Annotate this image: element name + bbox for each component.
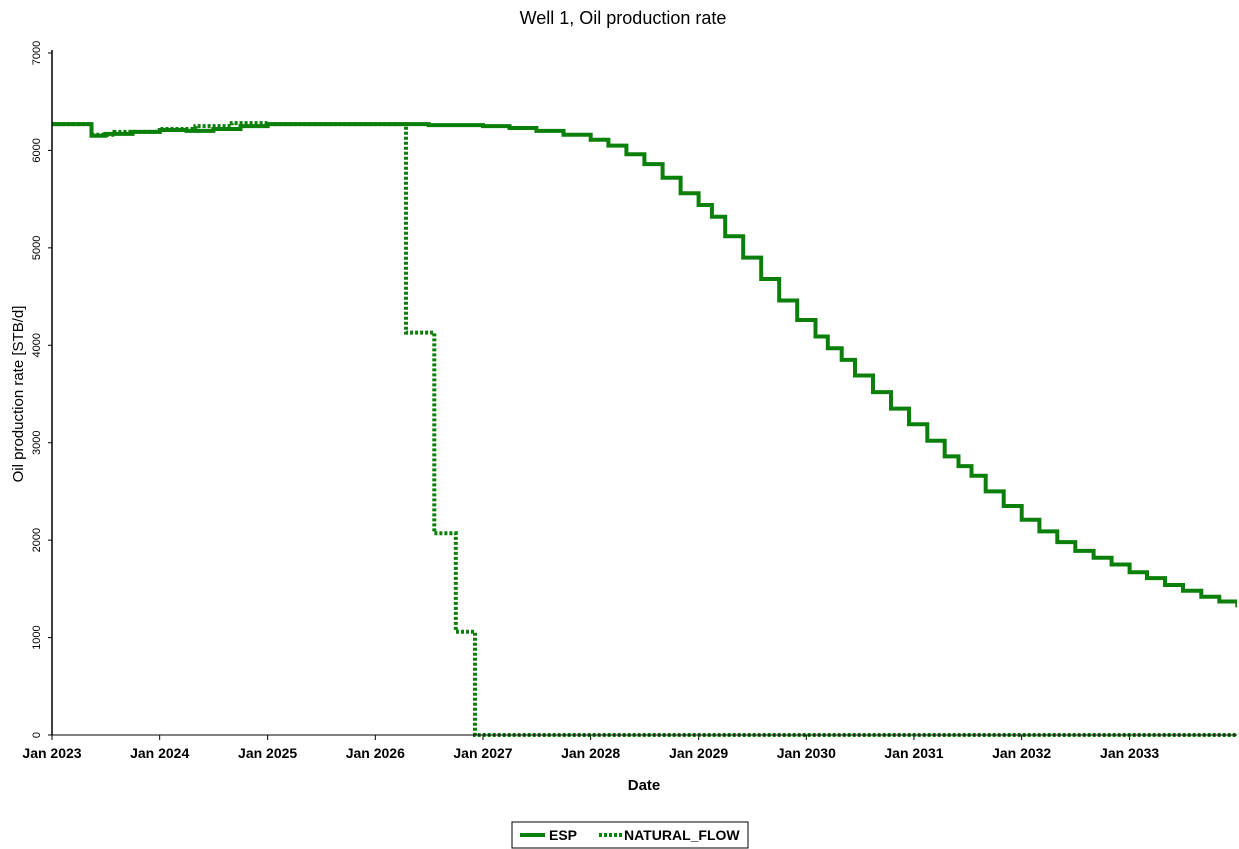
y-axis-ticks: 0 1000 2000 3000 4000 5000 6000 7000 xyxy=(31,41,52,738)
legend-natural-flow-label: NATURAL_FLOW xyxy=(624,827,740,843)
x-tick-label: Jan 2027 xyxy=(453,745,512,761)
series-line-natural-flow xyxy=(52,121,1237,737)
x-tick-label: Jan 2029 xyxy=(669,745,728,761)
legend: ESP NATURAL_FLOW xyxy=(511,821,749,849)
legend-esp-label: ESP xyxy=(549,827,577,843)
series-line-esp xyxy=(52,122,1237,629)
y-tick-label: 7000 xyxy=(31,41,43,65)
y-tick-label: 2000 xyxy=(31,528,43,552)
y-tick-label: 0 xyxy=(31,732,43,738)
x-tick-label: Jan 2031 xyxy=(884,745,943,761)
y-tick-label: 1000 xyxy=(31,625,43,649)
x-axis-label: Date xyxy=(628,777,661,794)
y-tick-label: 3000 xyxy=(31,430,43,454)
chart-title: Well 1, Oil production rate xyxy=(520,8,727,28)
x-axis-ticks: Jan 2023 Jan 2024 Jan 2025 Jan 2026 Jan 2027… xyxy=(22,735,1159,761)
y-axis-label: Oil production rate [STB/d] xyxy=(10,306,27,483)
x-tick-label: Jan 2033 xyxy=(1100,745,1159,761)
x-tick-label: Jan 2028 xyxy=(561,745,620,761)
y-tick-label: 5000 xyxy=(31,236,43,260)
x-tick-label: Jan 2023 xyxy=(22,745,81,761)
x-tick-label: Jan 2032 xyxy=(992,745,1051,761)
x-tick-label: Jan 2030 xyxy=(777,745,836,761)
x-tick-label: Jan 2026 xyxy=(346,745,405,761)
legend-box xyxy=(511,821,749,849)
y-tick-label: 6000 xyxy=(31,138,43,162)
x-tick-label: Jan 2024 xyxy=(130,745,189,761)
x-tick-label: Jan 2025 xyxy=(238,745,297,761)
plot-area xyxy=(52,121,1237,737)
y-tick-label: 4000 xyxy=(31,333,43,357)
